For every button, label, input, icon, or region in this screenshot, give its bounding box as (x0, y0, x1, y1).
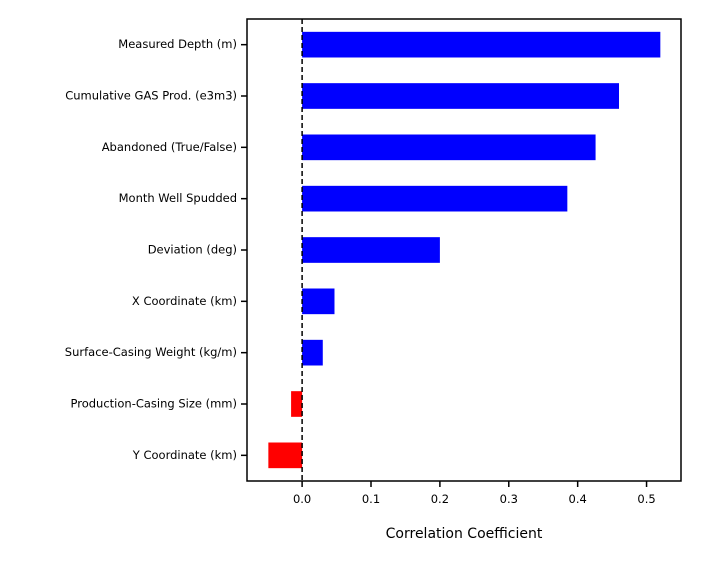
y-tick-label: Month Well Spudded (119, 191, 237, 205)
x-tick-label: 0.5 (637, 492, 655, 506)
bar (291, 391, 303, 417)
x-axis-title: Correlation Coefficient (386, 526, 543, 542)
y-axis: Measured Depth (m) Cumulative GAS Prod. (… (65, 37, 247, 462)
y-tick-label: Measured Depth (m) (118, 37, 237, 51)
bars-group (268, 31, 661, 469)
y-tick-label: X Coordinate (km) (132, 294, 237, 308)
y-tick-label: Production-Casing Size (mm) (71, 397, 237, 411)
bar (302, 83, 619, 109)
x-tick-label: 0.1 (362, 492, 380, 506)
x-tick-label: 0.2 (431, 492, 449, 506)
x-tick-label: 0.3 (500, 492, 518, 506)
y-tick-label: Y Coordinate (km) (132, 448, 237, 462)
y-tick-label: Cumulative GAS Prod. (e3m3) (65, 89, 237, 103)
bar (302, 185, 568, 212)
bar (302, 237, 440, 263)
x-axis: 0.0 0.1 0.2 0.3 0.4 0.5 (293, 481, 656, 506)
y-tick-label: Surface-Casing Weight (kg/m) (65, 345, 237, 359)
y-tick-label: Abandoned (True/False) (102, 140, 237, 154)
x-tick-label: 0.0 (293, 492, 311, 506)
bar (302, 339, 323, 366)
bar (302, 288, 335, 315)
bar (302, 134, 596, 161)
x-tick-label: 0.4 (569, 492, 587, 506)
y-tick-label: Deviation (deg) (148, 243, 237, 257)
bar (268, 442, 303, 469)
bar (302, 31, 661, 58)
